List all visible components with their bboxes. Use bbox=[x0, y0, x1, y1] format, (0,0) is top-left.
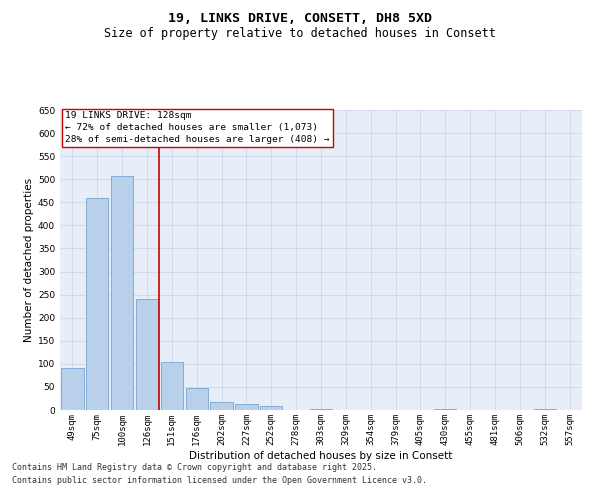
Bar bbox=[533, 408, 556, 410]
Bar bbox=[260, 406, 283, 410]
Bar bbox=[111, 176, 133, 410]
X-axis label: Distribution of detached houses by size in Consett: Distribution of detached houses by size … bbox=[190, 450, 452, 460]
Bar bbox=[211, 402, 233, 410]
Bar bbox=[86, 198, 109, 410]
Text: Size of property relative to detached houses in Consett: Size of property relative to detached ho… bbox=[104, 28, 496, 40]
Text: Contains HM Land Registry data © Crown copyright and database right 2025.: Contains HM Land Registry data © Crown c… bbox=[12, 464, 377, 472]
Bar bbox=[185, 388, 208, 410]
Text: 19 LINKS DRIVE: 128sqm
← 72% of detached houses are smaller (1,073)
28% of semi-: 19 LINKS DRIVE: 128sqm ← 72% of detached… bbox=[65, 112, 330, 144]
Bar bbox=[136, 299, 158, 410]
Text: Contains public sector information licensed under the Open Government Licence v3: Contains public sector information licen… bbox=[12, 476, 427, 485]
Y-axis label: Number of detached properties: Number of detached properties bbox=[24, 178, 34, 342]
Bar bbox=[310, 408, 332, 410]
Bar bbox=[61, 368, 83, 410]
Bar bbox=[434, 408, 457, 410]
Bar bbox=[235, 404, 257, 410]
Bar bbox=[161, 362, 183, 410]
Text: 19, LINKS DRIVE, CONSETT, DH8 5XD: 19, LINKS DRIVE, CONSETT, DH8 5XD bbox=[168, 12, 432, 26]
